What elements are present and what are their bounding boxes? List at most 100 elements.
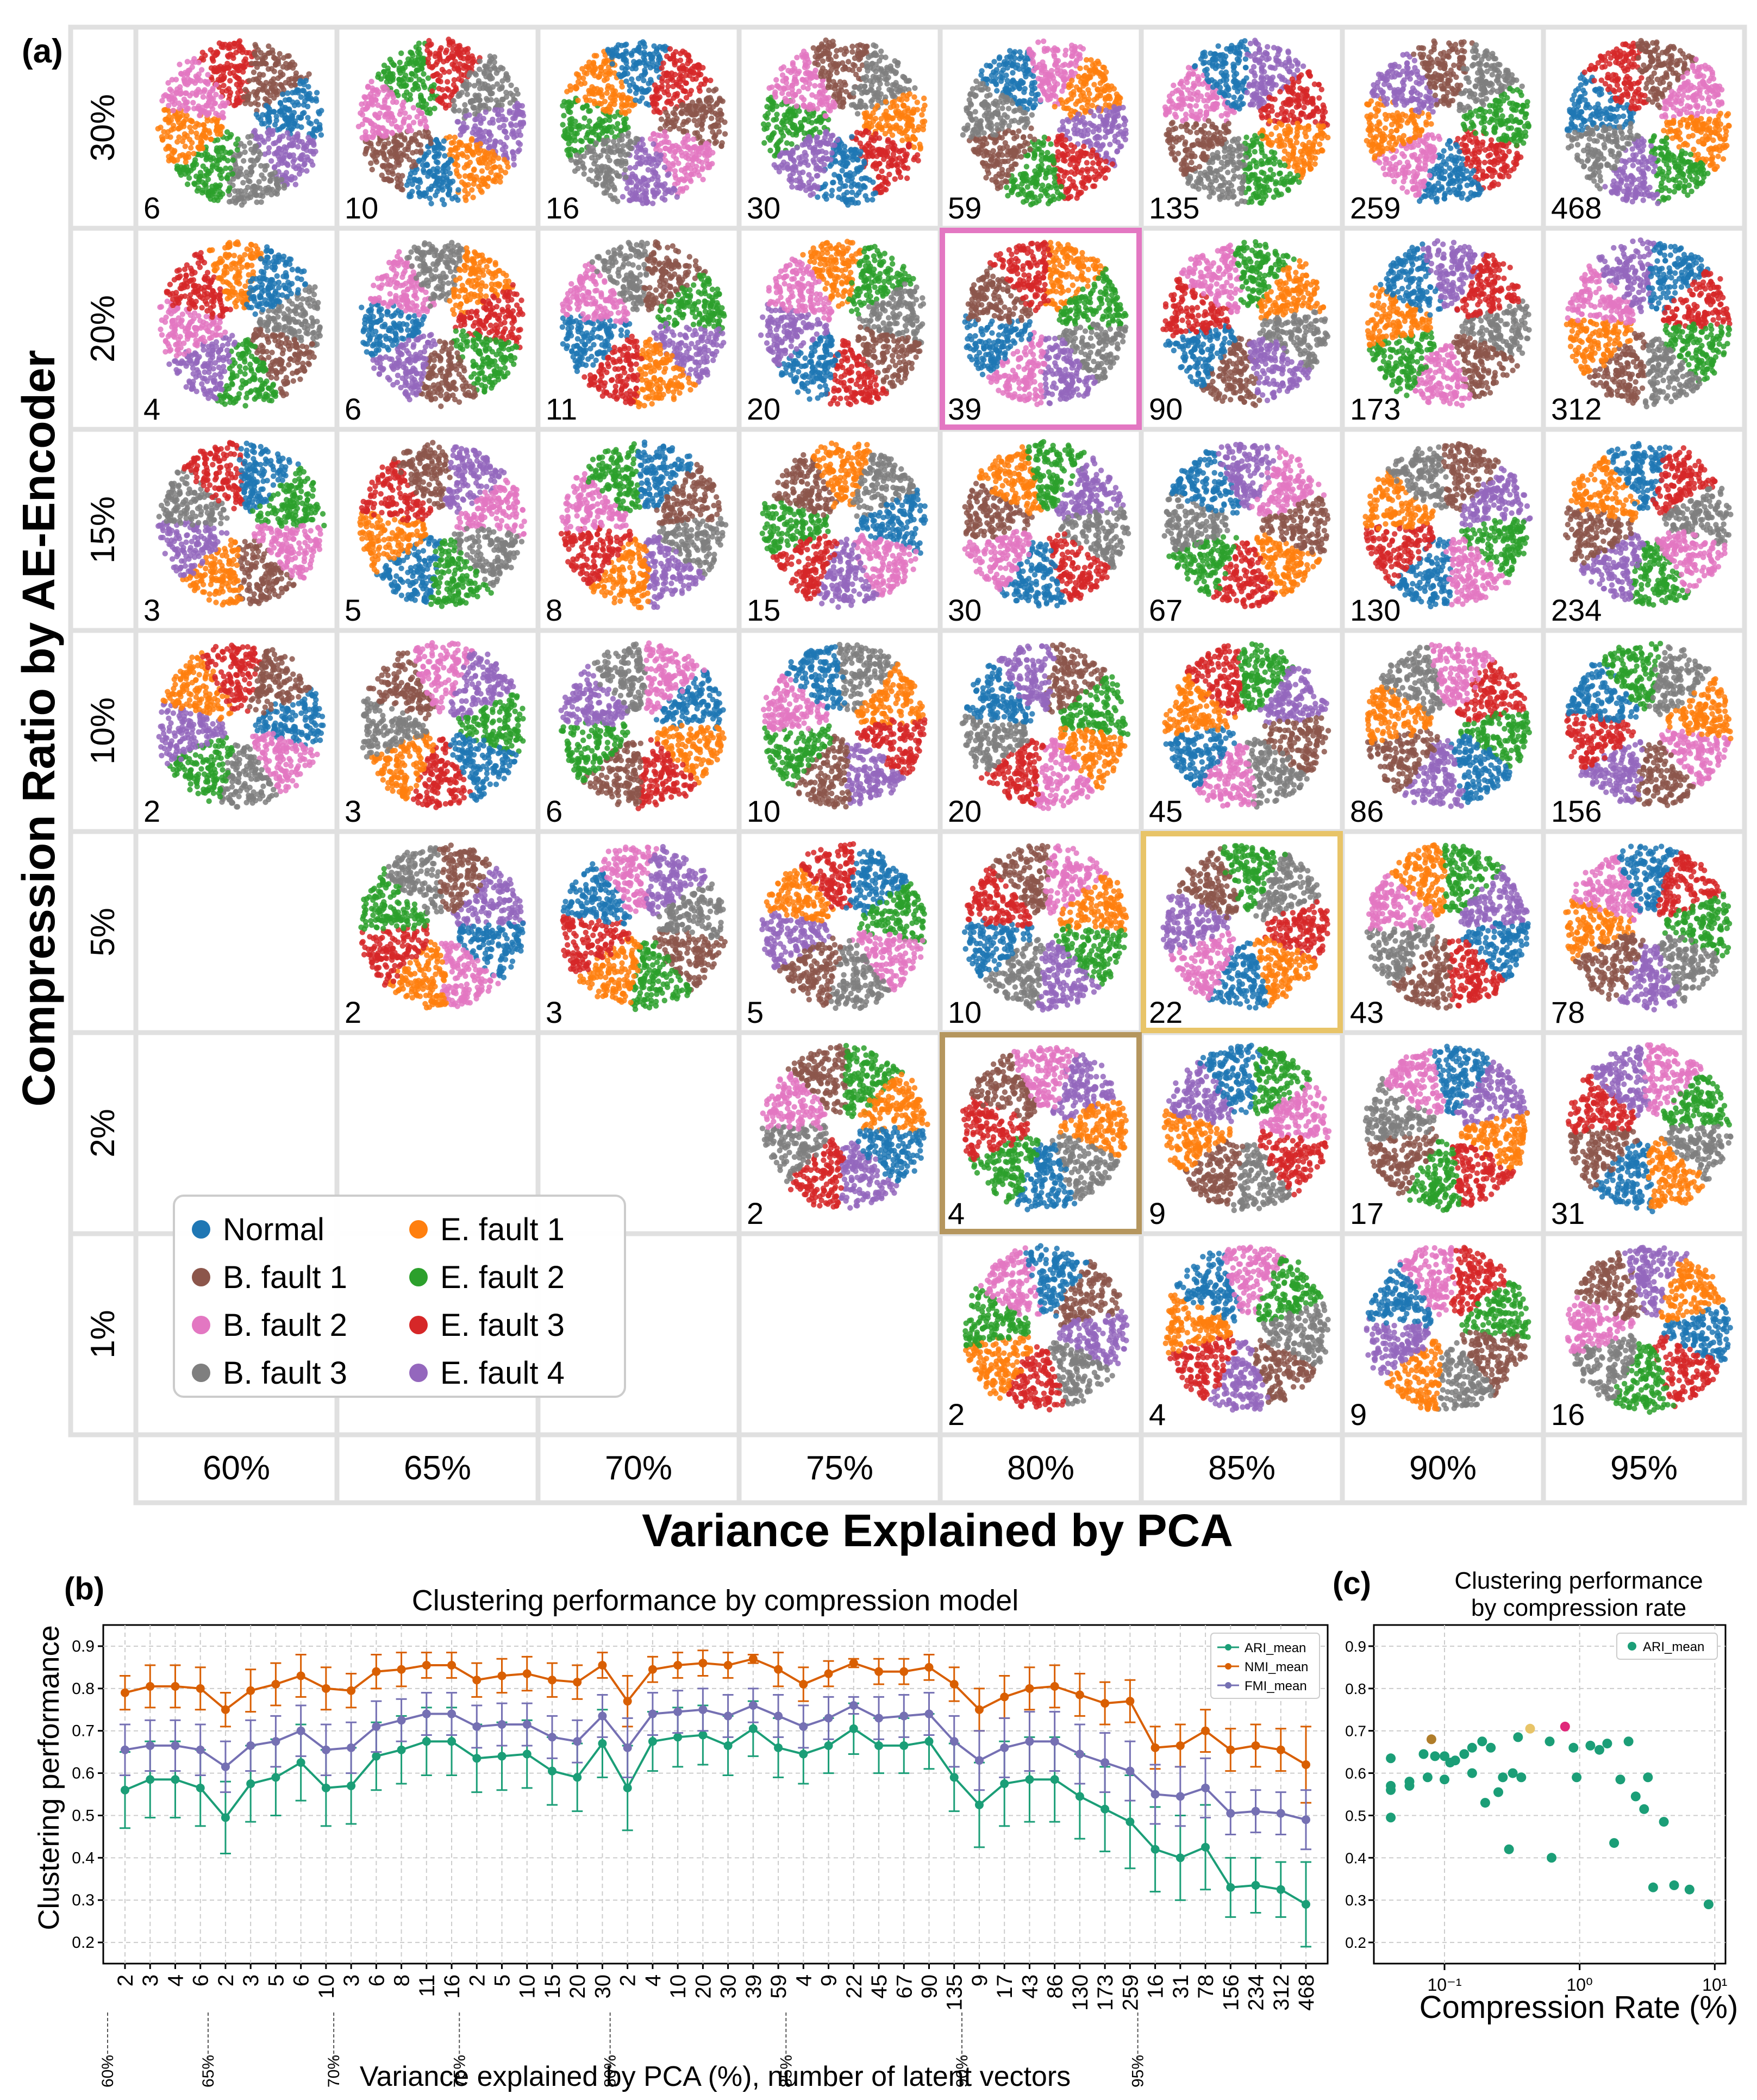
scatter-point <box>1498 1772 1508 1782</box>
data-point <box>422 1710 431 1718</box>
col-label: 75% <box>806 1449 873 1487</box>
latent-vector-count: 22 <box>1149 995 1183 1029</box>
scatter-point <box>1513 1732 1523 1742</box>
legend-label: B. fault 1 <box>223 1260 347 1295</box>
data-point <box>799 1750 808 1759</box>
data-point <box>297 1758 305 1767</box>
latent-vector-count: 5 <box>345 593 361 627</box>
data-point <box>573 1678 582 1686</box>
legend-marker <box>1225 1682 1231 1689</box>
data-point <box>899 1741 908 1750</box>
panel-c-label: (c) <box>1333 1566 1371 1601</box>
legend-label: ARI_mean <box>1245 1641 1306 1655</box>
data-point <box>1201 1727 1210 1735</box>
scatter-point <box>1440 1774 1449 1784</box>
scatter-point <box>1616 1774 1625 1784</box>
latent-vector-count: 10 <box>747 794 780 828</box>
y-tick-label: 0.5 <box>1345 1807 1366 1824</box>
data-point <box>824 1741 833 1750</box>
data-point <box>924 1710 933 1718</box>
data-point <box>1126 1697 1134 1705</box>
group-label: 75% <box>451 2055 468 2088</box>
legend-label: NMI_mean <box>1245 1660 1308 1674</box>
legend-marker <box>1225 1663 1231 1670</box>
data-point <box>774 1665 783 1674</box>
y-tick-label: 0.8 <box>72 1680 95 1698</box>
data-point <box>698 1730 707 1739</box>
data-point <box>447 1661 456 1670</box>
scatter-point <box>1572 1772 1581 1782</box>
scatter-point <box>1405 1781 1415 1791</box>
data-point <box>673 1733 682 1741</box>
panel-b-title: Clustering performance by compression mo… <box>412 1584 1019 1617</box>
data-point <box>1051 1682 1059 1691</box>
row-label: 10% <box>84 697 122 765</box>
scatter-point <box>1423 1772 1433 1782</box>
x-tick-label: 43 <box>1018 1974 1042 1999</box>
y-tick-label: 0.4 <box>1345 1849 1366 1866</box>
x-tick-label: 135 <box>943 1974 967 2011</box>
data-point <box>1126 1817 1134 1826</box>
scatter-point <box>1631 1791 1641 1801</box>
scatter-point <box>1419 1749 1429 1759</box>
data-point <box>1277 1746 1285 1754</box>
data-point <box>598 1739 606 1748</box>
data-point <box>322 1784 330 1792</box>
data-point <box>1076 1750 1084 1759</box>
data-point <box>598 1711 606 1720</box>
latent-vector-count: 78 <box>1551 995 1585 1029</box>
legend-marker <box>409 1268 428 1286</box>
row-label: 5% <box>84 908 122 957</box>
data-point <box>397 1746 406 1754</box>
x-tick-label: 5 <box>491 1974 515 1986</box>
latent-vector-count: 59 <box>948 191 981 225</box>
data-point <box>523 1670 532 1678</box>
data-point <box>849 1701 858 1710</box>
data-point <box>347 1782 355 1790</box>
data-point <box>121 1689 129 1697</box>
group-label: 70% <box>325 2055 343 2088</box>
data-point <box>347 1686 355 1695</box>
data-point <box>322 1746 330 1754</box>
scatter-point <box>1480 1798 1490 1808</box>
x-tick-label: 90 <box>917 1974 941 1999</box>
scatter-point <box>1624 1736 1634 1746</box>
latent-vector-count: 156 <box>1551 794 1602 828</box>
x-tick-label: 6 <box>290 1974 314 1986</box>
data-point <box>246 1741 255 1750</box>
data-point <box>1226 1883 1235 1892</box>
latent-vector-count: 135 <box>1149 191 1199 225</box>
data-point <box>1226 1746 1235 1754</box>
x-tick-label: 312 <box>1270 1974 1293 2011</box>
legend-marker <box>1628 1642 1636 1651</box>
data-point <box>498 1671 507 1680</box>
legend-label: FMI_mean <box>1245 1679 1307 1693</box>
data-point <box>472 1722 481 1731</box>
data-point <box>950 1737 959 1746</box>
data-point <box>1176 1741 1185 1750</box>
latent-vector-count: 16 <box>1551 1397 1585 1432</box>
x-tick-label: 4 <box>164 1974 187 1986</box>
data-point <box>924 1663 933 1672</box>
x-tick-label: 78 <box>1194 1974 1218 1999</box>
legend-marker <box>1225 1644 1231 1651</box>
x-tick-label: 10 <box>315 1974 339 1999</box>
x-tick-label: 9 <box>817 1974 841 1986</box>
latent-vector-count: 86 <box>1350 794 1384 828</box>
x-tick-label: 4 <box>792 1974 816 1986</box>
data-point <box>1076 1690 1084 1699</box>
x-tick-label: 259 <box>1118 1974 1142 2011</box>
data-point <box>1101 1699 1109 1708</box>
data-point <box>1051 1775 1059 1784</box>
x-tick-label: 10⁰ <box>1566 1975 1592 1995</box>
panel-b-ylabel: Clustering performance <box>33 1625 65 1930</box>
data-point <box>372 1752 380 1760</box>
latent-vector-count: 6 <box>345 392 361 426</box>
x-tick-label: 86 <box>1043 1974 1067 1999</box>
y-tick-label: 0.9 <box>72 1638 95 1655</box>
data-point <box>372 1722 380 1731</box>
col-label: 85% <box>1208 1449 1275 1487</box>
latent-vector-count: 259 <box>1350 191 1400 225</box>
x-tick-label: 11 <box>415 1974 439 1997</box>
